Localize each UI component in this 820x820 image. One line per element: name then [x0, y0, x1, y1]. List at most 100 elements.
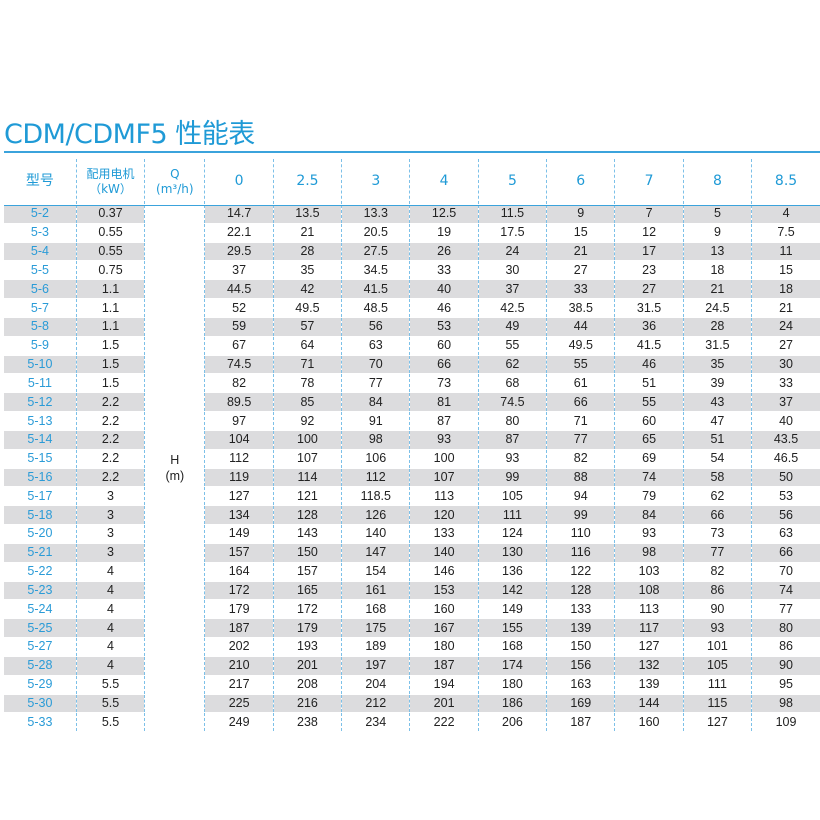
head-value-cell: 90: [682, 599, 752, 619]
head-value-cell: 37: [204, 260, 274, 280]
head-value-cell: 27: [546, 260, 615, 280]
power-cell: 1.1: [75, 279, 145, 299]
head-value-cell: 19: [409, 222, 479, 243]
head-value-cell: 59: [204, 316, 274, 337]
head-value-cell: 107: [272, 448, 342, 469]
head-value-cell: 110: [546, 524, 615, 544]
head-value-cell: 13.3: [341, 204, 410, 224]
head-value-cell: 56: [341, 316, 410, 337]
head-value-cell: 167: [409, 618, 479, 638]
head-unit-label: H (m): [144, 204, 205, 732]
head-value-cell: 105: [682, 655, 752, 676]
head-value-cell: 87: [477, 429, 547, 450]
head-value-cell: 13.5: [272, 204, 342, 224]
head-value-cell: 28: [682, 316, 752, 337]
power-cell: 1.1: [75, 298, 145, 318]
head-value-cell: 201: [272, 655, 342, 676]
head-value-cell: 40: [409, 279, 479, 299]
head-value-cell: 35: [272, 260, 342, 280]
table-row: 5-23 4 172 165 161 153 142 128 108 86 74: [4, 580, 820, 600]
head-value-cell: 168: [341, 599, 410, 619]
head-value-cell: 64: [272, 335, 342, 356]
head-value-cell: 172: [204, 580, 274, 600]
power-cell: 0.75: [75, 260, 145, 280]
model-cell: 5-20: [4, 524, 77, 544]
head-value-cell: 143: [272, 524, 342, 544]
head-value-cell: 106: [341, 448, 410, 469]
head-value-cell: 28: [272, 241, 342, 261]
head-value-cell: 97: [204, 411, 274, 431]
head-value-cell: 7: [614, 204, 684, 224]
head-value-cell: 93: [614, 524, 684, 544]
head-value-cell: 9: [682, 222, 752, 243]
head-value-cell: 84: [614, 505, 684, 525]
head-value-cell: 117: [614, 618, 684, 638]
head-value-cell: 22.1: [204, 222, 274, 243]
flow-header: 0: [204, 159, 274, 205]
table-body: 5-2 0.37 H (m) 14.7 13.5 13.3 12.5 11.5 9 7 5 4 5-3 0.…: [4, 204, 820, 732]
head-value-cell: 206: [477, 712, 547, 732]
power-cell: 5.5: [75, 693, 145, 713]
head-value-cell: 202: [204, 637, 274, 657]
head-value-cell: 74: [751, 580, 820, 600]
head-value-cell: 31.5: [682, 335, 752, 356]
model-cell: 5-13: [4, 411, 77, 431]
head-value-cell: 95: [751, 674, 820, 695]
head-value-cell: 56: [751, 505, 820, 525]
head-value-cell: 155: [477, 618, 547, 638]
model-cell: 5-24: [4, 599, 77, 619]
head-value-cell: 118.5: [341, 486, 410, 506]
head-value-cell: 46.5: [751, 448, 820, 469]
head-value-cell: 168: [477, 637, 547, 657]
head-unit-label-line2: (m): [165, 469, 185, 484]
head-value-cell: 82: [682, 561, 752, 582]
table-row: 5-6 1.1 44.5 42 41.5 40 37 33 27 21 18: [4, 279, 820, 299]
head-value-cell: 46: [614, 354, 684, 374]
head-value-cell: 65: [614, 429, 684, 450]
head-value-cell: 44: [546, 316, 615, 337]
power-cell: 1.5: [75, 373, 145, 393]
model-cell: 5-14: [4, 429, 77, 450]
model-cell: 5-4: [4, 241, 77, 261]
head-value-cell: 47: [682, 411, 752, 431]
head-value-cell: 82: [204, 373, 274, 393]
table-row: 5-9 1.5 67 64 63 60 55 49.5 41.5 31.5 27: [4, 335, 820, 356]
head-value-cell: 121: [272, 486, 342, 506]
head-value-cell: 84: [341, 392, 410, 412]
head-value-cell: 63: [751, 524, 820, 544]
head-value-cell: 18: [682, 260, 752, 280]
head-value-cell: 127: [614, 637, 684, 657]
head-value-cell: 169: [546, 693, 615, 713]
head-value-cell: 150: [546, 637, 615, 657]
flow-header: 8.5: [751, 159, 820, 205]
power-cell: 2.2: [75, 467, 145, 487]
head-value-cell: 160: [409, 599, 479, 619]
head-value-cell: 51: [614, 373, 684, 393]
power-cell: 4: [75, 561, 145, 582]
head-value-cell: 54: [682, 448, 752, 469]
head-value-cell: 51: [682, 429, 752, 450]
head-value-cell: 24: [477, 241, 547, 261]
model-cell: 5-17: [4, 486, 77, 506]
power-header: 配用电机 （kW）: [75, 159, 145, 205]
head-value-cell: 124: [477, 524, 547, 544]
head-value-cell: 140: [341, 524, 410, 544]
head-value-cell: 92: [272, 411, 342, 431]
head-value-cell: 136: [477, 561, 547, 582]
model-cell: 5-27: [4, 637, 77, 657]
head-value-cell: 197: [341, 655, 410, 676]
head-value-cell: 160: [614, 712, 684, 732]
head-value-cell: 33: [546, 279, 615, 299]
head-value-cell: 77: [341, 373, 410, 393]
head-value-cell: 144: [614, 693, 684, 713]
head-value-cell: 100: [272, 429, 342, 450]
table-row: 5-21 3 157 150 147 140 130 116 98 77 66: [4, 542, 820, 563]
head-value-cell: 140: [409, 542, 479, 563]
table-row: 5-11 1.5 82 78 77 73 68 61 51 39 33: [4, 373, 820, 393]
head-value-cell: 15: [546, 222, 615, 243]
head-value-cell: 77: [546, 429, 615, 450]
head-value-cell: 204: [341, 674, 410, 695]
model-cell: 5-18: [4, 505, 77, 525]
head-value-cell: 93: [409, 429, 479, 450]
head-value-cell: 165: [272, 580, 342, 600]
